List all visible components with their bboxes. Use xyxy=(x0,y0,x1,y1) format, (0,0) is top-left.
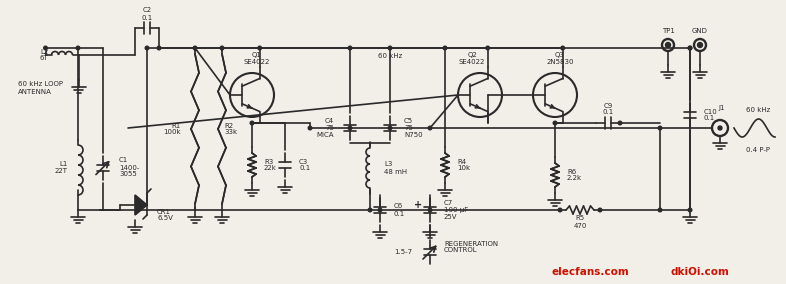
Circle shape xyxy=(486,46,490,50)
Circle shape xyxy=(443,46,446,50)
Circle shape xyxy=(193,46,196,50)
Circle shape xyxy=(157,46,161,50)
Text: 60 kHz LOOP
ANTENNA: 60 kHz LOOP ANTENNA xyxy=(18,82,63,95)
Text: Q3
2N5830: Q3 2N5830 xyxy=(546,53,574,66)
Text: Q1
SE4022: Q1 SE4022 xyxy=(244,53,270,66)
Circle shape xyxy=(368,208,372,212)
Text: R4
10k: R4 10k xyxy=(457,158,470,172)
Circle shape xyxy=(598,208,602,212)
Circle shape xyxy=(689,208,692,212)
Circle shape xyxy=(388,126,391,130)
Circle shape xyxy=(220,46,224,50)
Circle shape xyxy=(145,46,149,50)
Circle shape xyxy=(697,43,703,47)
Text: R5
470: R5 470 xyxy=(573,216,586,229)
Text: R2
33k: R2 33k xyxy=(224,122,237,135)
Text: C4
75
MICA: C4 75 MICA xyxy=(317,118,334,138)
Circle shape xyxy=(378,208,382,212)
Text: 60 kHz: 60 kHz xyxy=(746,107,770,113)
Text: C3
0.1: C3 0.1 xyxy=(299,158,310,172)
Text: J1: J1 xyxy=(718,105,725,111)
Text: C6
0.1: C6 0.1 xyxy=(394,204,406,216)
Circle shape xyxy=(308,126,312,130)
Text: C10
0.1: C10 0.1 xyxy=(704,108,718,122)
Text: L3
48 mH: L3 48 mH xyxy=(384,162,407,174)
Text: dkiOi.com: dkiOi.com xyxy=(670,267,729,277)
Text: R1
100k: R1 100k xyxy=(163,122,181,135)
Text: REGENERATION
CONTROL: REGENERATION CONTROL xyxy=(444,241,498,254)
Text: R3
22k: R3 22k xyxy=(264,158,277,172)
Text: C2
0.1: C2 0.1 xyxy=(141,7,152,20)
Circle shape xyxy=(388,46,391,50)
Text: GND: GND xyxy=(692,28,708,34)
Circle shape xyxy=(348,46,352,50)
Circle shape xyxy=(258,46,262,50)
Polygon shape xyxy=(135,195,147,215)
Circle shape xyxy=(558,208,562,212)
Circle shape xyxy=(689,46,692,50)
Text: L2
6T: L2 6T xyxy=(40,49,49,62)
Circle shape xyxy=(44,46,47,50)
Text: 60 kHz: 60 kHz xyxy=(378,53,402,59)
Circle shape xyxy=(348,126,352,130)
Circle shape xyxy=(553,121,556,125)
Circle shape xyxy=(658,126,662,130)
Circle shape xyxy=(428,208,432,212)
Text: 0.4 P-P: 0.4 P-P xyxy=(746,147,770,153)
Text: elecfans.com: elecfans.com xyxy=(551,267,629,277)
Circle shape xyxy=(561,46,564,50)
Text: C7
100 μF
25V: C7 100 μF 25V xyxy=(444,200,468,220)
Circle shape xyxy=(428,126,432,130)
Circle shape xyxy=(250,121,254,125)
Text: L1
22T: L1 22T xyxy=(55,161,68,174)
Text: 1.5-7: 1.5-7 xyxy=(394,249,412,255)
Text: C5
75
N750: C5 75 N750 xyxy=(404,118,423,138)
Circle shape xyxy=(718,126,722,130)
Text: C1
1400-
3055: C1 1400- 3055 xyxy=(119,158,139,178)
Text: +: + xyxy=(414,200,422,210)
Text: Q2
SE4022: Q2 SE4022 xyxy=(459,53,485,66)
Circle shape xyxy=(619,121,622,125)
Circle shape xyxy=(76,46,80,50)
Text: CR1
6.5V: CR1 6.5V xyxy=(157,208,173,222)
Circle shape xyxy=(666,43,670,47)
Text: C9
0.1: C9 0.1 xyxy=(602,103,614,116)
Text: TP1: TP1 xyxy=(662,28,674,34)
Circle shape xyxy=(658,208,662,212)
Circle shape xyxy=(689,46,692,50)
Text: R6
2.2k: R6 2.2k xyxy=(567,168,582,181)
